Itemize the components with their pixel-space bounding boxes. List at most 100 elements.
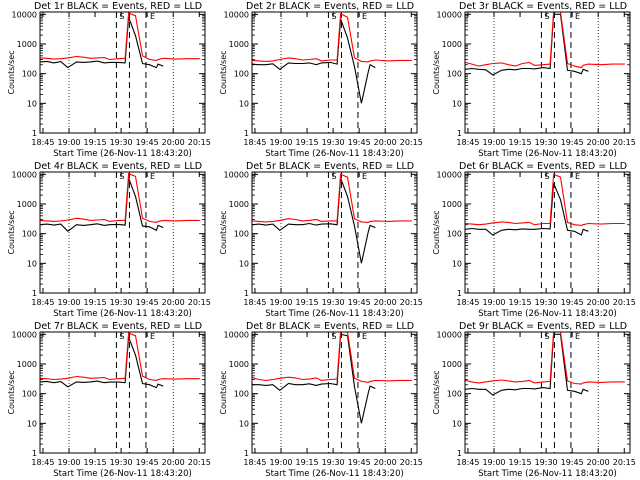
start-marker: S — [544, 332, 549, 341]
y-axis-label: Counts/sec — [432, 50, 441, 94]
x-axis-label: Start Time (26-Nov-11 18:43:20) — [478, 469, 617, 479]
lld-series-line — [251, 331, 412, 383]
y-tick-label: 1000 — [229, 40, 249, 49]
x-tick-label: 18:45 — [456, 458, 479, 467]
y-tick-label: 100 — [234, 230, 249, 239]
x-tick-label: 19:30 — [110, 458, 133, 467]
chart-title: Det 8r BLACK = Events, RED = LLD — [246, 321, 414, 332]
x-tick-label: 19:30 — [322, 298, 345, 307]
y-tick-label: 10000 — [12, 330, 37, 339]
x-axis-label: Start Time (26-Nov-11 18:43:20) — [53, 309, 192, 319]
x-tick-label: 20:15 — [613, 298, 636, 307]
x-tick-label: 20:00 — [587, 298, 610, 307]
start-marker: S — [544, 172, 549, 181]
x-tick-label: 18:45 — [243, 458, 266, 467]
y-tick-label: 1000 — [229, 200, 249, 209]
end-marker: E — [575, 172, 580, 181]
y-tick-label: 1 — [457, 129, 462, 138]
y-tick-label: 10 — [239, 419, 249, 428]
lld-series-line — [39, 12, 200, 61]
events-series-line — [464, 183, 589, 236]
events-series-line — [39, 17, 164, 69]
lld-series-line — [39, 172, 200, 223]
plot-frame — [251, 331, 418, 454]
y-axis-label: Counts/sec — [7, 50, 16, 94]
lld-series-line — [251, 173, 412, 223]
y-axis-label: Counts/sec — [219, 370, 228, 414]
lld-series-line — [464, 331, 625, 385]
x-tick-label: 20:15 — [613, 138, 636, 147]
x-axis-label: Start Time (26-Nov-11 18:43:20) — [53, 149, 192, 159]
x-tick-label: 19:15 — [84, 458, 107, 467]
x-tick-label: 19:00 — [57, 458, 80, 467]
y-tick-label: 1000 — [17, 40, 37, 49]
x-tick-label: 19:15 — [296, 138, 319, 147]
x-tick-label: 20:00 — [162, 138, 185, 147]
plot-frame — [39, 331, 206, 454]
y-tick-label: 1000 — [442, 360, 462, 369]
start-marker: S — [331, 332, 336, 341]
x-tick-label: 20:00 — [587, 458, 610, 467]
x-tick-label: 19:00 — [57, 138, 80, 147]
lld-series-line — [464, 173, 625, 226]
x-tick-label: 20:15 — [400, 298, 423, 307]
x-tick-label: 19:15 — [509, 298, 532, 307]
y-tick-label: 10000 — [12, 170, 37, 179]
y-tick-label: 1000 — [229, 360, 249, 369]
x-tick-label: 18:45 — [456, 298, 479, 307]
x-tick-label: 19:30 — [535, 298, 558, 307]
start-marker: S — [331, 12, 336, 21]
plot-frame — [464, 331, 631, 454]
x-tick-label: 19:45 — [136, 458, 159, 467]
x-tick-label: 19:00 — [482, 298, 505, 307]
plot-frame — [39, 11, 206, 134]
x-axis-label: Start Time (26-Nov-11 18:43:20) — [478, 309, 617, 319]
x-tick-label: 19:45 — [348, 298, 371, 307]
x-tick-label: 18:45 — [243, 298, 266, 307]
y-tick-label: 10 — [452, 259, 462, 268]
x-tick-label: 19:30 — [535, 138, 558, 147]
x-tick-label: 18:45 — [456, 138, 479, 147]
start-marker: S — [331, 172, 336, 181]
y-tick-label: 100 — [234, 390, 249, 399]
x-tick-label: 19:15 — [296, 458, 319, 467]
x-tick-label: 18:45 — [31, 458, 54, 467]
x-tick-label: 18:45 — [243, 138, 266, 147]
end-marker: E — [575, 12, 580, 21]
start-marker: S — [119, 172, 124, 181]
x-tick-label: 18:45 — [31, 298, 54, 307]
x-tick-label: 20:15 — [188, 138, 211, 147]
lld-series-line — [251, 12, 412, 63]
chart-title: Det 7r BLACK = Events, RED = LLD — [34, 321, 202, 332]
y-tick-label: 10 — [239, 259, 249, 268]
end-marker: E — [150, 332, 155, 341]
events-series-line — [39, 177, 164, 233]
y-tick-label: 100 — [447, 390, 462, 399]
events-series-line — [464, 13, 589, 76]
x-tick-label: 20:15 — [400, 458, 423, 467]
y-tick-label: 1000 — [17, 200, 37, 209]
plot-frame — [464, 171, 631, 294]
x-tick-label: 19:00 — [269, 138, 292, 147]
x-tick-label: 20:00 — [374, 138, 397, 147]
y-tick-label: 10000 — [224, 10, 249, 19]
x-tick-label: 19:15 — [84, 138, 107, 147]
x-tick-label: 19:15 — [509, 458, 532, 467]
y-axis-label: Counts/sec — [432, 370, 441, 414]
x-tick-label: 19:45 — [561, 458, 584, 467]
y-axis-label: Counts/sec — [219, 50, 228, 94]
plot-frame — [464, 11, 631, 134]
x-tick-label: 19:15 — [84, 298, 107, 307]
x-axis-label: Start Time (26-Nov-11 18:43:20) — [478, 149, 617, 159]
chart-title: Det 3r BLACK = Events, RED = LLD — [459, 1, 627, 12]
x-tick-label: 18:45 — [31, 138, 54, 147]
x-tick-label: 19:00 — [482, 138, 505, 147]
y-tick-label: 100 — [22, 230, 37, 239]
x-tick-label: 19:15 — [296, 298, 319, 307]
x-tick-label: 20:15 — [188, 298, 211, 307]
